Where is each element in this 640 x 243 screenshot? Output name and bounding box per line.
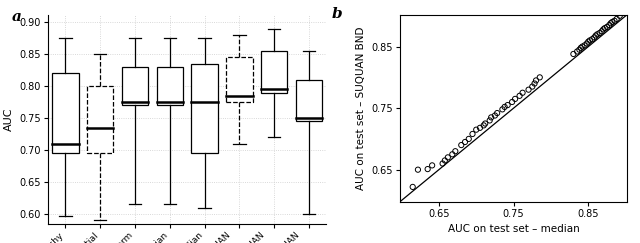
Point — [582, 42, 592, 45]
Point — [576, 46, 586, 50]
Text: b: b — [332, 7, 342, 21]
Point — [587, 37, 597, 41]
Point — [605, 21, 616, 25]
Text: a: a — [12, 10, 22, 24]
Point — [585, 38, 595, 42]
Point — [480, 122, 490, 125]
Point — [408, 185, 418, 189]
Y-axis label: AUC: AUC — [4, 107, 14, 131]
Point — [592, 32, 602, 36]
Point — [502, 103, 513, 107]
Point — [568, 52, 579, 56]
Bar — [157, 67, 183, 105]
Point — [486, 115, 496, 119]
Point — [456, 143, 467, 147]
Point — [598, 27, 609, 31]
Point — [507, 100, 517, 104]
Bar — [52, 73, 79, 153]
Point — [422, 167, 433, 171]
Point — [490, 113, 500, 117]
Point — [471, 128, 481, 132]
X-axis label: AUC on test set – median: AUC on test set – median — [448, 224, 579, 234]
Point — [438, 162, 448, 165]
Bar — [226, 57, 253, 102]
Bar — [87, 86, 113, 153]
Point — [574, 48, 584, 52]
Point — [579, 43, 589, 47]
Point — [499, 105, 509, 109]
Point — [524, 88, 534, 92]
Point — [427, 164, 437, 167]
Y-axis label: AUC on test set – SUQUAN BND: AUC on test set – SUQUAN BND — [356, 26, 366, 190]
Point — [413, 168, 423, 172]
Point — [527, 85, 538, 88]
Point — [534, 75, 545, 79]
Point — [484, 119, 495, 122]
Point — [589, 35, 600, 39]
Point — [604, 23, 614, 27]
Point — [577, 45, 588, 49]
Point — [479, 123, 489, 127]
Bar — [191, 64, 218, 153]
Point — [440, 158, 450, 162]
Point — [510, 97, 520, 101]
Point — [475, 126, 485, 130]
Point — [531, 78, 541, 82]
Point — [492, 111, 502, 115]
Point — [595, 31, 605, 35]
Point — [515, 94, 525, 98]
Point — [612, 17, 622, 21]
Bar — [122, 67, 148, 105]
Point — [460, 140, 470, 144]
Point — [529, 82, 540, 86]
Point — [450, 149, 460, 153]
Point — [614, 14, 625, 18]
Point — [591, 34, 601, 37]
Point — [609, 19, 620, 23]
Point — [497, 107, 508, 111]
Point — [596, 29, 607, 33]
Point — [600, 26, 610, 30]
Point — [443, 156, 453, 159]
Point — [583, 40, 593, 43]
Point — [607, 20, 618, 24]
Point — [572, 50, 582, 53]
Point — [463, 137, 474, 141]
Bar — [261, 51, 287, 93]
Bar — [296, 80, 322, 121]
Point — [518, 91, 528, 95]
Point — [447, 152, 458, 156]
Point — [467, 132, 477, 136]
Point — [602, 25, 612, 29]
